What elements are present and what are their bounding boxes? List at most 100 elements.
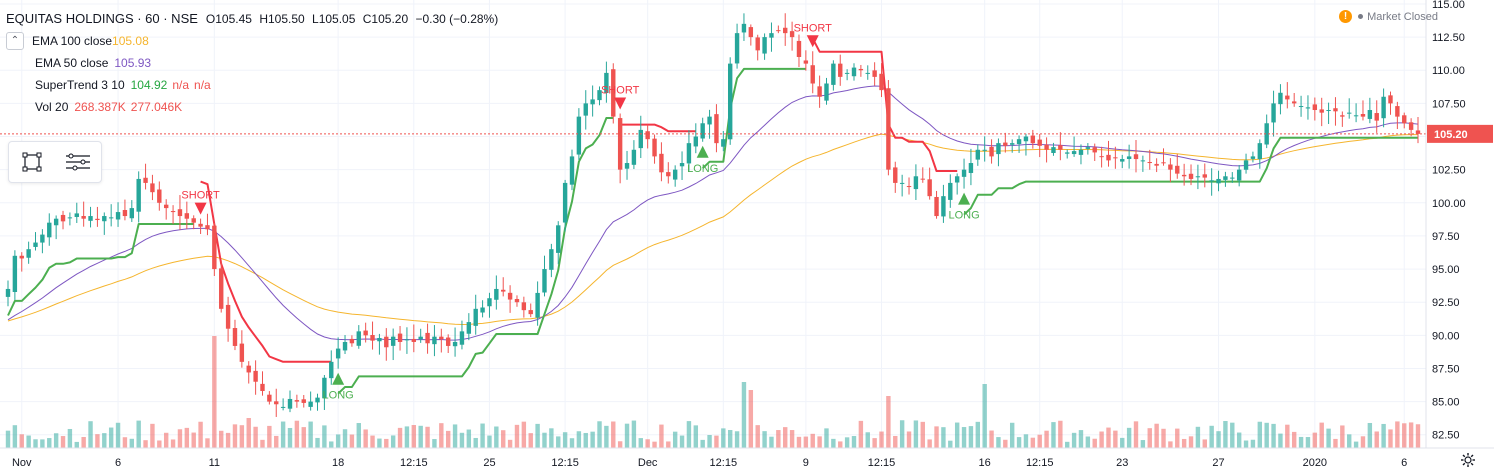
menu-lines-icon[interactable] [55, 142, 101, 182]
candle-body [672, 169, 678, 180]
volume-bar [1065, 441, 1070, 448]
candle-body [528, 310, 533, 315]
supertrend-segment [337, 117, 614, 395]
candle-body [425, 332, 430, 344]
volume-bar [741, 382, 747, 448]
volume-bar [480, 423, 485, 448]
volume-bar [1230, 422, 1235, 448]
price-tick-label: 85.00 [1432, 397, 1460, 409]
volume-bar [198, 421, 203, 448]
volume-bar [1154, 423, 1159, 448]
volume-bar [370, 435, 375, 448]
volume-bar [1106, 427, 1111, 448]
time-tick-label: Dec [638, 457, 658, 469]
volume-bar [1415, 424, 1421, 448]
long-label: LONG [687, 163, 718, 175]
short-label: SHORT [794, 22, 833, 34]
volume-bar [1271, 423, 1276, 448]
candle-body [191, 218, 196, 223]
volume-bar [1360, 436, 1366, 448]
volume-bar [1216, 431, 1221, 448]
volume-bar [886, 396, 891, 448]
candle-body [982, 149, 987, 151]
drawing-toolbar [8, 141, 102, 183]
candle-body [67, 217, 73, 219]
candle-body [1291, 101, 1297, 104]
candle-body [948, 182, 953, 200]
volume-bar [267, 425, 272, 448]
status-dot-icon [1358, 14, 1364, 19]
time-tick-label: 12:15 [400, 457, 428, 469]
volume-bar [817, 436, 822, 448]
legend-supertrend-row: SuperTrend 3 10 104.92 n/a n/a [6, 74, 502, 96]
candle-body [899, 182, 905, 184]
candle-body [308, 401, 313, 407]
volume-bar [1367, 422, 1373, 448]
long-arrow-icon [958, 192, 971, 205]
time-tick-label: Nov [12, 457, 32, 469]
gear-icon[interactable] [1460, 452, 1476, 468]
volume-bar [631, 420, 637, 448]
volume-bar [67, 428, 73, 448]
legend-volume-name[interactable]: Vol 20 [35, 100, 69, 114]
candle-body [60, 214, 66, 222]
volume-bar [838, 441, 843, 448]
candle-body [88, 216, 93, 221]
candlesticks [5, 13, 1421, 417]
square-select-icon[interactable] [9, 142, 55, 182]
candle-body [645, 131, 650, 140]
legend-low: L105.05 [312, 12, 356, 26]
candle-body [666, 172, 671, 177]
price-tick-label: 87.50 [1432, 363, 1460, 375]
volume-bar [652, 441, 657, 448]
volume-bar [556, 436, 561, 448]
volume-bar [893, 435, 898, 448]
candle-body [81, 216, 86, 219]
volume-bar [1257, 421, 1263, 448]
volume-bar [569, 438, 575, 448]
collapse-legend-icon[interactable]: ⌃ [6, 32, 24, 50]
candle-body [693, 136, 699, 147]
volume-bar [246, 418, 251, 448]
candle-body [294, 400, 300, 402]
candle-body [108, 217, 114, 219]
candle-body [74, 213, 79, 217]
legend-ema50-name[interactable]: EMA 50 close [35, 56, 109, 70]
legend-supertrend-name[interactable]: SuperTrend 3 10 [35, 78, 125, 92]
price-axis: 115.00112.50110.00107.50105.00102.50100.… [1425, 0, 1494, 474]
candle-body [1305, 107, 1311, 109]
volume-bar [1099, 431, 1104, 448]
market-status[interactable]: ! Market Closed [1339, 10, 1438, 23]
legend-volume-value: 268.387K [74, 100, 126, 114]
volume-bar [19, 434, 24, 448]
candle-body [219, 268, 224, 309]
last-price-label: 105.20 [1434, 129, 1468, 141]
price-tick-label: 95.00 [1432, 264, 1460, 276]
time-tick-label: 12:15 [868, 457, 896, 469]
legend-open: O105.45 [205, 12, 252, 26]
candle-body [335, 348, 341, 359]
volume-bar [693, 425, 699, 448]
candle-body [1257, 143, 1263, 160]
volume-bar [789, 430, 795, 448]
candle-body [1168, 164, 1173, 170]
candle-body [1188, 173, 1194, 179]
legend-ema100-name[interactable]: EMA 100 close [32, 34, 113, 48]
candle-body [26, 249, 31, 258]
legend-symbol-title[interactable]: EQUITAS HOLDINGS · 60 · NSE [6, 11, 198, 26]
volume-bar [899, 420, 905, 448]
volume-bar [439, 423, 444, 448]
candle-body [1106, 154, 1111, 161]
volume-bar [74, 441, 79, 448]
candle-body [727, 63, 733, 140]
candle-body [1326, 110, 1331, 112]
candle-body [1353, 115, 1359, 117]
candle-body [762, 37, 767, 54]
volume-bar [927, 439, 932, 448]
legend-volume-row: Vol 20 268.387K 277.046K [6, 96, 502, 118]
candle-body [1250, 156, 1256, 159]
volume-bar [1312, 432, 1318, 448]
time-tick-label: 12:15 [1026, 457, 1054, 469]
candle-body [246, 365, 251, 373]
